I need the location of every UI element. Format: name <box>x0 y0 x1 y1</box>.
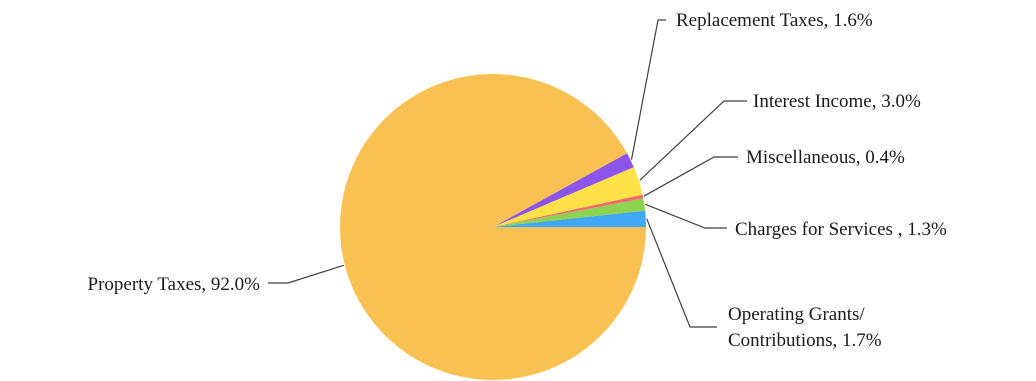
leader-line <box>645 203 727 229</box>
leader-line <box>643 156 738 197</box>
slice-label-line: Operating Grants/ <box>728 304 865 325</box>
slice-label-line: Property Taxes, 92.0% <box>88 274 261 295</box>
pie-slice-operating-grants-contributions <box>493 210 646 227</box>
slice-label-line: Charges for Services , 1.3% <box>735 219 947 240</box>
slice-label: Replacement Taxes, 1.6% <box>676 10 873 31</box>
slice-labels: Operating Grants/Contributions, 1.7% Char… <box>88 10 947 351</box>
slice-label: Charges for Services , 1.3% <box>735 219 947 240</box>
pie-slice-property-taxes <box>340 74 646 381</box>
leader-line <box>639 100 747 181</box>
slice-label: Interest Income, 3.0% <box>753 91 921 112</box>
slice-label: Operating Grants/Contributions, 1.7% <box>728 304 882 351</box>
slice-label-line: Miscellaneous, 0.4% <box>746 147 905 168</box>
slice-label-line: Replacement Taxes, 1.6% <box>676 10 873 31</box>
slice-label-line: Contributions, 1.7% <box>728 330 882 351</box>
pie-slice-charges-for-services <box>493 198 646 227</box>
pie-slices <box>340 74 646 381</box>
leader-line <box>268 264 344 284</box>
leader-lines <box>268 19 747 328</box>
slice-label: Miscellaneous, 0.4% <box>746 147 905 168</box>
pie-slice-interest-income <box>493 167 643 227</box>
slice-label-line: Interest Income, 3.0% <box>753 91 921 112</box>
pie-slice-miscellaneous <box>493 194 644 227</box>
slice-label: Property Taxes, 92.0% <box>88 274 261 295</box>
leader-line <box>646 218 717 328</box>
leader-line <box>630 19 666 160</box>
pie-slice-replacement-taxes <box>493 153 634 227</box>
